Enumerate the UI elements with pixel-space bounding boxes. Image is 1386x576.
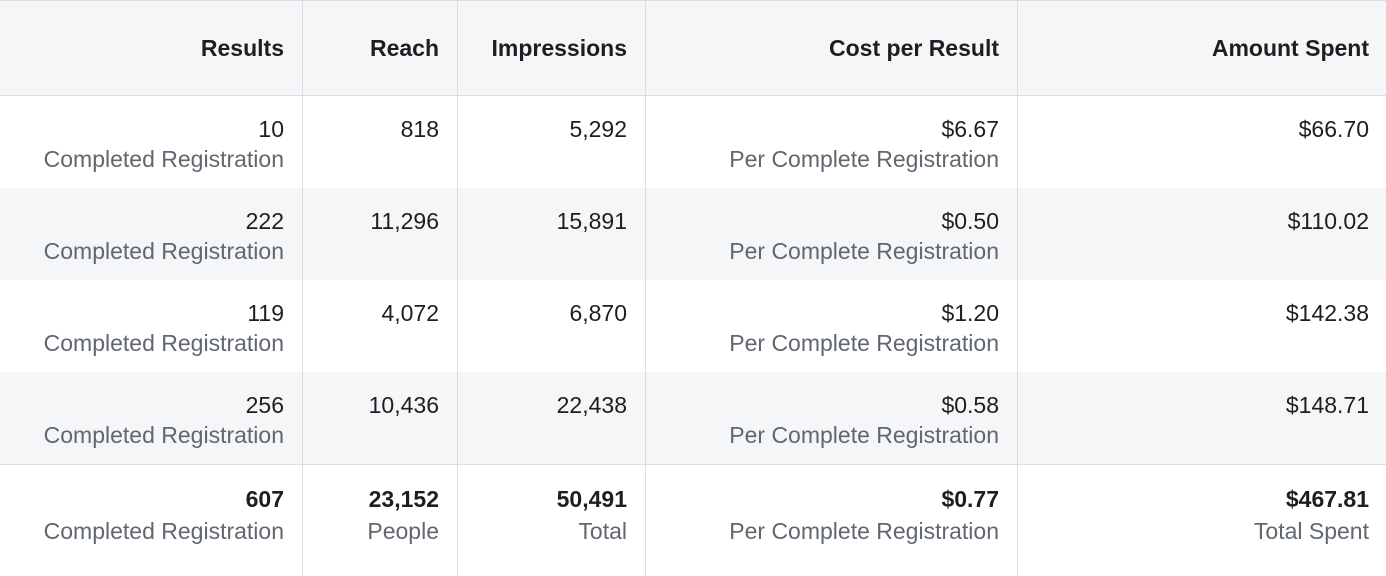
summary-reach-value: 23,152 xyxy=(368,486,439,512)
summary-impressions-value: 50,491 xyxy=(556,486,627,512)
impressions-value: 15,891 xyxy=(556,208,627,234)
impressions-cell: 15,891 xyxy=(458,188,646,280)
cost-value: $0.58 xyxy=(941,392,999,418)
cost-cell: $1.20 Per Complete Registration xyxy=(646,280,1018,372)
spent-value: $66.70 xyxy=(1298,116,1369,142)
spent-cell: $66.70 xyxy=(1018,96,1386,188)
spent-value: $110.02 xyxy=(1287,208,1369,234)
summary-spent-label: Total Spent xyxy=(1253,518,1369,544)
summary-spent-value: $467.81 xyxy=(1285,486,1369,512)
summary-row: 607 Completed Registration 23,152 People… xyxy=(0,464,1386,576)
table-row[interactable]: 10 Completed Registration 818 5,292 $6.6… xyxy=(0,96,1386,188)
impressions-value: 6,870 xyxy=(569,300,627,326)
column-header-reach[interactable]: Reach xyxy=(303,1,458,95)
impressions-value: 22,438 xyxy=(556,392,627,418)
cost-cell: $0.58 Per Complete Registration xyxy=(646,372,1018,464)
results-label: Completed Registration xyxy=(43,330,284,356)
table-header: Results Reach Impressions Cost per Resul… xyxy=(0,0,1386,96)
reach-cell: 818 xyxy=(303,96,458,188)
summary-results-cell: 607 Completed Registration xyxy=(0,465,303,576)
summary-cost-cell: $0.77 Per Complete Registration xyxy=(646,465,1018,576)
impressions-cell: 22,438 xyxy=(458,372,646,464)
impressions-value: 5,292 xyxy=(569,116,627,142)
results-label: Completed Registration xyxy=(43,146,284,172)
cost-label: Per Complete Registration xyxy=(729,422,999,448)
results-value: 119 xyxy=(247,300,284,326)
cost-cell: $0.50 Per Complete Registration xyxy=(646,188,1018,280)
cost-label: Per Complete Registration xyxy=(729,238,999,264)
impressions-cell: 5,292 xyxy=(458,96,646,188)
spent-value: $148.71 xyxy=(1285,392,1369,418)
column-header-results[interactable]: Results xyxy=(0,1,303,95)
reach-value: 818 xyxy=(400,116,439,142)
results-cell: 119 Completed Registration xyxy=(0,280,303,372)
reach-cell: 4,072 xyxy=(303,280,458,372)
summary-results-value: 607 xyxy=(245,486,284,512)
column-header-impressions[interactable]: Impressions xyxy=(458,1,646,95)
results-value: 222 xyxy=(245,208,284,234)
summary-cost-label: Per Complete Registration xyxy=(729,518,999,544)
summary-spent-cell: $467.81 Total Spent xyxy=(1018,465,1386,576)
results-value: 256 xyxy=(245,392,284,418)
column-header-cost-per-result[interactable]: Cost per Result xyxy=(646,1,1018,95)
column-header-amount-spent[interactable]: Amount Spent xyxy=(1211,35,1369,61)
summary-reach-cell: 23,152 People xyxy=(303,465,458,576)
cost-value: $0.50 xyxy=(941,208,999,234)
spent-cell: $142.38 xyxy=(1018,280,1386,372)
reach-value: 11,296 xyxy=(370,208,439,234)
reach-cell: 10,436 xyxy=(303,372,458,464)
table-row[interactable]: 119 Completed Registration 4,072 6,870 $… xyxy=(0,280,1386,372)
results-cell: 10 Completed Registration xyxy=(0,96,303,188)
table-row[interactable]: 256 Completed Registration 10,436 22,438… xyxy=(0,372,1386,464)
cost-label: Per Complete Registration xyxy=(729,330,999,356)
reach-value: 10,436 xyxy=(368,392,439,418)
cost-label: Per Complete Registration xyxy=(729,146,999,172)
cost-cell: $6.67 Per Complete Registration xyxy=(646,96,1018,188)
reach-value: 4,072 xyxy=(381,300,439,326)
summary-cost-value: $0.77 xyxy=(941,486,999,512)
reach-cell: 11,296 xyxy=(303,188,458,280)
spent-cell: $148.71 xyxy=(1018,372,1386,464)
results-cell: 256 Completed Registration xyxy=(0,372,303,464)
results-label: Completed Registration xyxy=(43,238,284,264)
results-value: 10 xyxy=(258,116,284,142)
summary-impressions-label: Total xyxy=(578,518,627,544)
spent-cell: $110.02 xyxy=(1018,188,1386,280)
table-row[interactable]: 222 Completed Registration 11,296 15,891… xyxy=(0,188,1386,280)
spent-value: $142.38 xyxy=(1285,300,1369,326)
summary-impressions-cell: 50,491 Total xyxy=(458,465,646,576)
cost-value: $1.20 xyxy=(941,300,999,326)
cost-value: $6.67 xyxy=(941,116,999,142)
results-cell: 222 Completed Registration xyxy=(0,188,303,280)
summary-results-label: Completed Registration xyxy=(43,518,284,544)
results-label: Completed Registration xyxy=(43,422,284,448)
impressions-cell: 6,870 xyxy=(458,280,646,372)
summary-reach-label: People xyxy=(367,518,439,544)
